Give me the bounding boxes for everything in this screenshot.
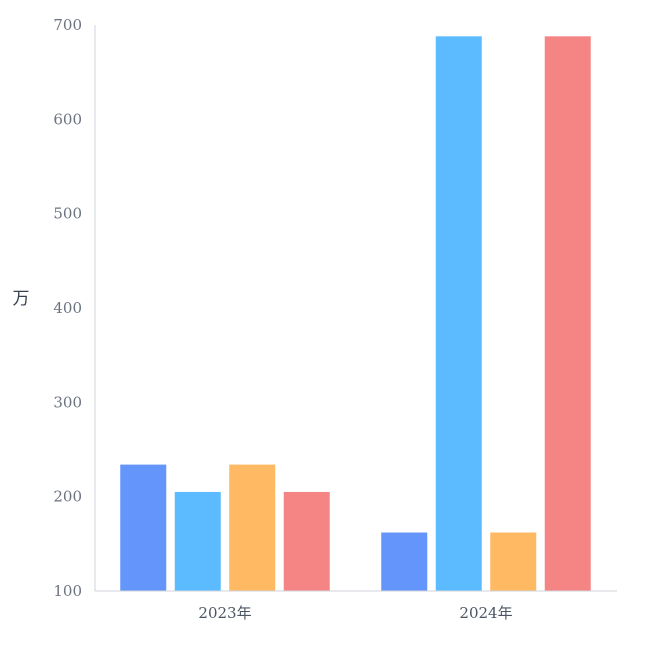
y-tick-label: 500: [53, 205, 82, 223]
y-tick-label: 700: [53, 16, 82, 34]
bar: [283, 491, 330, 591]
bar: [174, 491, 221, 591]
x-tick-label: 2024年: [459, 604, 512, 622]
x-tick-label: 2023年: [198, 604, 251, 622]
axes: [94, 25, 617, 592]
x-axis-ticks: 2023年 2024年: [198, 604, 512, 622]
bar: [381, 532, 428, 591]
y-tick-label: 100: [53, 582, 82, 600]
y-tick-label: 300: [53, 393, 82, 411]
bar: [435, 36, 482, 591]
y-tick-label: 200: [53, 488, 82, 506]
bar: [229, 464, 276, 591]
y-tick-label: 400: [53, 299, 82, 317]
y-tick-label: 600: [53, 110, 82, 128]
bar: [490, 532, 537, 591]
bar: [544, 36, 591, 591]
y-axis-title: 万: [13, 289, 30, 309]
bars-group: [120, 36, 591, 591]
y-axis-ticks: 100 200 300 400 500 600 700: [53, 16, 82, 600]
bar: [120, 464, 167, 591]
